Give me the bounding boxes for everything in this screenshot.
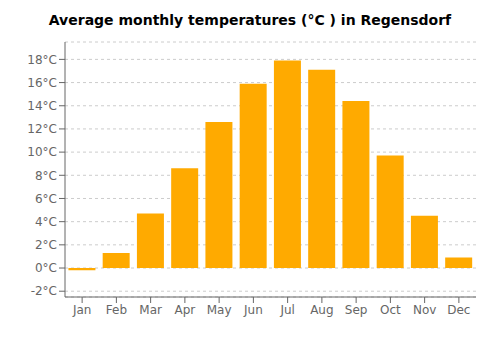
svg-text:4°C: 4°C bbox=[35, 215, 57, 229]
svg-text:16°C: 16°C bbox=[27, 76, 57, 90]
svg-text:10°C: 10°C bbox=[27, 145, 57, 159]
svg-text:12°C: 12°C bbox=[27, 122, 57, 136]
svg-text:Oct: Oct bbox=[380, 303, 401, 317]
svg-text:0°C: 0°C bbox=[35, 261, 57, 275]
svg-text:Mar: Mar bbox=[139, 303, 162, 317]
svg-text:14°C: 14°C bbox=[27, 99, 57, 113]
svg-text:Jun: Jun bbox=[243, 303, 263, 317]
svg-text:-2°C: -2°C bbox=[31, 284, 57, 298]
svg-text:Jan: Jan bbox=[72, 303, 92, 317]
svg-text:Feb: Feb bbox=[106, 303, 127, 317]
svg-text:Aug: Aug bbox=[310, 303, 333, 317]
svg-text:Sep: Sep bbox=[345, 303, 368, 317]
svg-text:Apr: Apr bbox=[174, 303, 195, 317]
svg-text:Dec: Dec bbox=[447, 303, 470, 317]
svg-text:May: May bbox=[207, 303, 232, 317]
svg-text:18°C: 18°C bbox=[27, 53, 57, 67]
svg-text:Nov: Nov bbox=[413, 303, 436, 317]
svg-text:Jul: Jul bbox=[279, 303, 294, 317]
svg-text:6°C: 6°C bbox=[35, 192, 57, 206]
html-text:Average monthly temperatures (: Average monthly temperatures (°C ) in Re… bbox=[48, 12, 452, 28]
svg-text:8°C: 8°C bbox=[35, 169, 57, 183]
svg-text:2°C: 2°C bbox=[35, 238, 57, 252]
